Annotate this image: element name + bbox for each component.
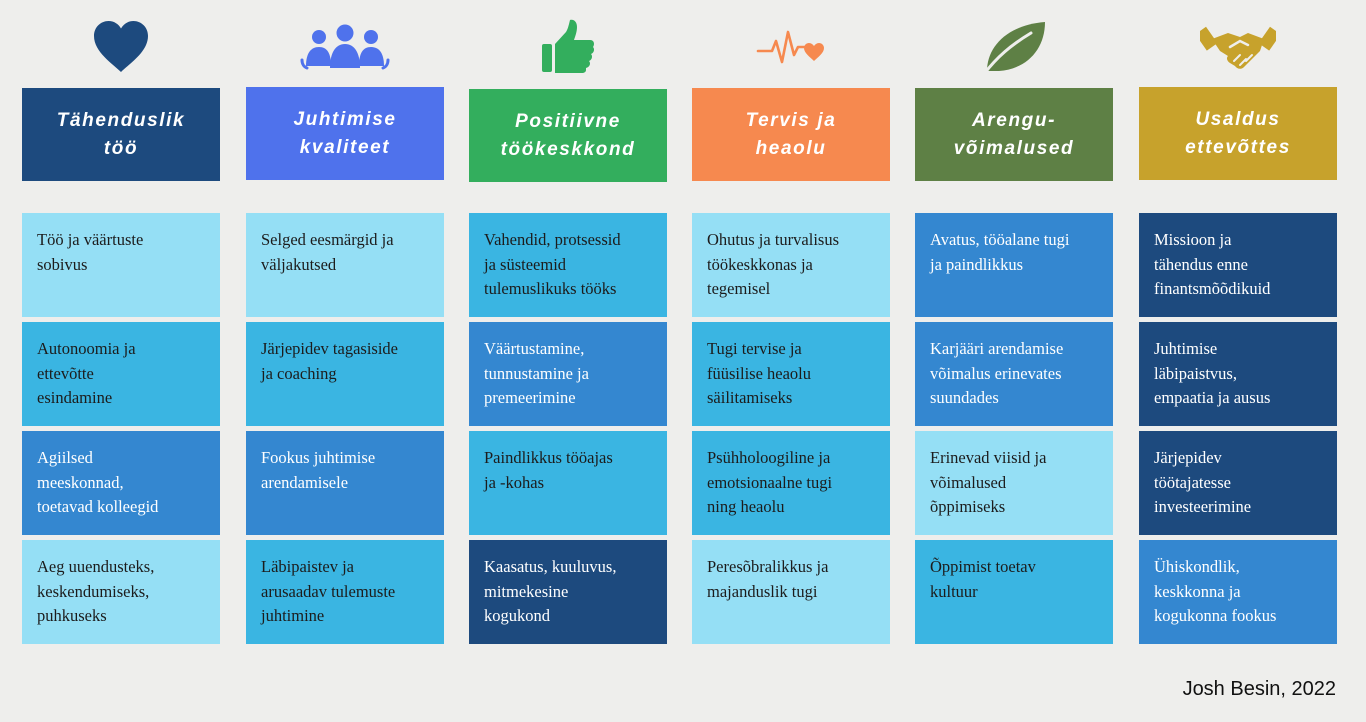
factor-card: Väärtustamine, tunnustamine ja premeerim… [469, 322, 667, 426]
pillar-header-line: kvaliteet [299, 136, 391, 158]
factor-card: Läbipaistev ja arusaadav tulemuste juhti… [246, 540, 444, 644]
factor-card: Peresõbralikkus ja majanduslik tugi [692, 540, 890, 644]
credit-text: Josh Besin, 2022 [1182, 678, 1336, 700]
pillar-header: Tervis ja heaolu [692, 88, 890, 181]
factor-card: Ohutus ja turvalisus töökeskkonas ja teg… [692, 213, 890, 317]
factor-card: Töö ja väärtuste sobivus [22, 213, 220, 317]
factor-card: Autonoomia ja ettevõtte esindamine [22, 322, 220, 426]
pillar-column: Tervis ja heaolu Ohutus ja turvalisus töök… [692, 0, 890, 722]
factor-card: Psühholoogiline ja emotsionaalne tugi ni… [692, 431, 890, 535]
factor-card: Paindlikkus tööajas ja -kohas [469, 431, 667, 535]
pillar-header: Arengu-võimalused [915, 88, 1113, 181]
pillar-header-line: Arengu- [971, 109, 1056, 131]
factor-card: Selged eesmärgid ja väljakutsed [246, 213, 444, 317]
pillar-header-line: Juhtimise [293, 108, 397, 130]
factor-card: Õppimist toetav kultuur [915, 540, 1113, 644]
pillar-header-line: ettevõttes [1185, 136, 1291, 158]
heart-icon [22, 12, 220, 82]
pillar-column: Usaldus ettevõttes Missioon ja tähendus en… [1139, 0, 1337, 722]
pillar-header-line: Tervis ja [745, 109, 837, 131]
factor-card: Järjepidev töötajatesse investeerimine [1139, 431, 1337, 535]
factor-card: Avatus, tööalane tugi ja paindlikkus [915, 213, 1113, 317]
factor-card: Fookus juhtimise arendamisele [246, 431, 444, 535]
pillar-header-line: Usaldus [1195, 108, 1281, 130]
leaf-icon [915, 12, 1113, 82]
pillar-header-line: võimalused [953, 137, 1075, 159]
pillar-header-line: Tähenduslik [56, 109, 186, 131]
heartbeat-icon [692, 12, 890, 82]
factor-card: Vahendid, protsessid ja süsteemid tulemu… [469, 213, 667, 317]
pillar-column: Arengu-võimalused Avatus, tööalane tugi j… [915, 0, 1113, 722]
pillar-header: Tähenduslik töö [22, 88, 220, 181]
thumbs-up-icon [469, 12, 667, 82]
pillar-header-line: töö [103, 137, 139, 159]
pillar-header-line: töökeskkond [500, 138, 636, 160]
factor-card: Ühiskondlik, keskkonna ja kogukonna fook… [1139, 540, 1337, 644]
pillar-column: Tähenduslik töö Töö ja väärtuste sobivus Au… [22, 0, 220, 722]
factor-card: Juhtimise läbipaistvus, empaatia ja ausu… [1139, 322, 1337, 426]
factor-card: Aeg uuendusteks, keskendumiseks, puhkuse… [22, 540, 220, 644]
factor-card: Karjääri arendamise võimalus erinevates … [915, 322, 1113, 426]
handshake-icon [1139, 12, 1337, 82]
people-group-icon [246, 12, 444, 82]
pillar-header: Usaldus ettevõttes [1139, 87, 1337, 180]
pillar-column: Juhtimise kvaliteet Selged eesmärgid ja vä… [246, 0, 444, 722]
pillar-header-line: Positiivne [515, 110, 621, 132]
pillar-column: Positiivne töökeskkond Vahendid, protsessi… [469, 0, 667, 722]
pillar-header: Positiivne töökeskkond [469, 89, 667, 182]
factor-card: Kaasatus, kuuluvus, mitmekesine kogukond [469, 540, 667, 644]
factor-card: Agiilsed meeskonnad, toetavad kolleegid [22, 431, 220, 535]
factor-card: Tugi tervise ja füüsilise heaolu säilita… [692, 322, 890, 426]
factor-card: Erinevad viisid ja võimalused õppimiseks [915, 431, 1113, 535]
pillar-header: Juhtimise kvaliteet [246, 87, 444, 180]
pillar-header-line: heaolu [755, 137, 827, 159]
factor-card: Missioon ja tähendus enne finantsmõõdiku… [1139, 213, 1337, 317]
factor-card: Järjepidev tagasiside ja coaching [246, 322, 444, 426]
